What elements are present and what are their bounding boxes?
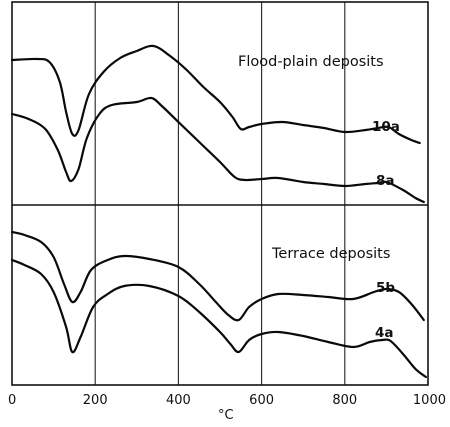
series-label-4a: 4a [375, 325, 394, 341]
curve-4a [10, 258, 427, 379]
series-label-8a: 8a [376, 173, 395, 189]
series-label-10a: 10a [372, 119, 400, 135]
curves [10, 44, 427, 379]
x-tick-label-0: 0 [8, 393, 16, 408]
curve-5b [10, 230, 425, 322]
x-tick-label-200: 200 [83, 393, 108, 408]
panel-title-terrace: Terrace deposits [271, 246, 390, 262]
curve-10a [10, 44, 421, 145]
x-axis-label: °C [218, 408, 234, 423]
grid-lines [94, 2, 346, 385]
x-tick-label-800: 800 [332, 393, 357, 408]
series-label-5b: 5b [376, 280, 395, 296]
panel-title-flood-plain: Flood-plain deposits [238, 54, 384, 70]
plot-frame [11, 1, 429, 386]
x-tick-label-1000: 1000 [413, 393, 446, 408]
x-tick-labels: 0 200 400 600 800 1000 [8, 393, 446, 408]
x-tick-label-400: 400 [166, 393, 191, 408]
curve-8a [10, 96, 425, 204]
x-tick-label-600: 600 [249, 393, 274, 408]
